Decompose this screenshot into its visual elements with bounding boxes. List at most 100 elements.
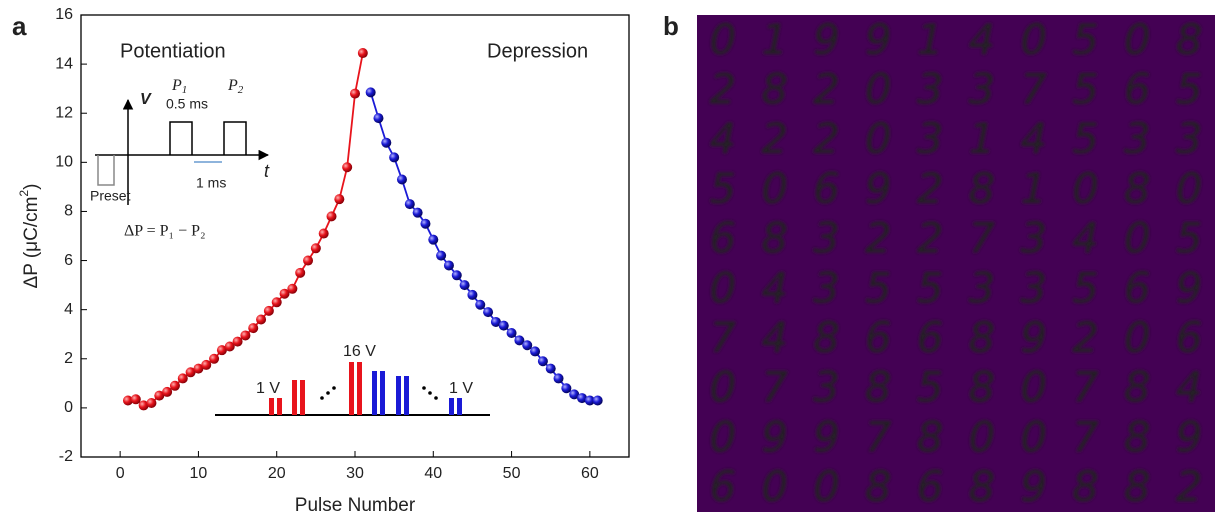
point [443, 260, 454, 271]
y-tick-label: 10 [55, 154, 73, 171]
point [483, 307, 494, 318]
point [553, 373, 564, 384]
digit: 0 [710, 263, 737, 312]
digit: 5 [1072, 263, 1099, 312]
digit: 4 [761, 263, 788, 312]
digit: 3 [917, 65, 944, 114]
point [350, 88, 360, 99]
point [373, 113, 384, 124]
digit: 1 [1020, 164, 1047, 213]
point [459, 280, 470, 291]
y-label-end: ) [21, 184, 42, 190]
digit: 6 [813, 164, 840, 213]
dot [326, 391, 330, 395]
digit: 1 [917, 15, 944, 64]
digit: 3 [1124, 114, 1151, 163]
y-label-sup: 2 [17, 190, 31, 197]
grid-background [697, 15, 1215, 512]
y-tick-label: 2 [64, 350, 73, 367]
y-tick-label: 4 [64, 301, 73, 318]
p1: P [171, 77, 182, 94]
digit: 6 [865, 313, 892, 362]
point [185, 367, 196, 378]
train-bar [269, 398, 274, 415]
y-tick-label: 12 [55, 104, 73, 121]
point [303, 255, 314, 266]
y-tick-label: -2 [59, 448, 73, 465]
digit: 1 [969, 114, 996, 163]
digit: 5 [1176, 65, 1203, 114]
point [256, 314, 267, 325]
point [404, 199, 415, 210]
point [490, 316, 501, 327]
inset-label: 0.5 ms [166, 96, 208, 112]
digit: 2 [1176, 462, 1203, 511]
digit: 8 [865, 462, 892, 511]
dot [332, 386, 336, 390]
digit: 7 [710, 313, 737, 362]
digit: 7 [1072, 412, 1099, 461]
digit: 5 [710, 164, 737, 213]
digit: 3 [917, 114, 944, 163]
digit: 6 [917, 313, 944, 362]
point [467, 289, 478, 300]
digit: 2 [1072, 313, 1099, 362]
train-bar [404, 376, 409, 415]
train-bar [380, 371, 385, 415]
point [318, 228, 329, 239]
digit: 1 [761, 15, 788, 64]
digit: 0 [969, 412, 996, 461]
digit: 8 [1124, 363, 1151, 412]
digit: 4 [761, 313, 788, 362]
point [248, 323, 259, 334]
plot-frame [80, 14, 630, 458]
point [232, 336, 243, 347]
digit: 0 [1020, 15, 1047, 64]
train-bar [300, 380, 305, 415]
y-tick-label: 0 [64, 399, 73, 416]
train-bar [396, 376, 401, 415]
point [193, 363, 204, 374]
digit: 3 [813, 263, 840, 312]
inset-pulse: V t P1 P2 0.5 ms 1 ms Preset ΔP = P₁ − P… [90, 77, 270, 240]
point [216, 345, 227, 356]
point [146, 397, 157, 408]
digit: 5 [1072, 15, 1099, 64]
digit: 4 [710, 114, 737, 163]
point [498, 320, 509, 331]
digit: 8 [1124, 412, 1151, 461]
p2: P [227, 77, 238, 94]
point [577, 393, 588, 404]
digit: 8 [969, 363, 996, 412]
digit: 0 [865, 114, 892, 163]
train-bar [457, 398, 462, 415]
digit: 6 [710, 462, 737, 511]
x-tick-label: 20 [268, 465, 286, 482]
digit: 9 [1020, 462, 1047, 511]
plot-a: 0 10 20 30 40 50 60-20246810121416Potentiation… [55, 6, 603, 482]
digit: 8 [1124, 462, 1151, 511]
point [224, 341, 235, 352]
digit: 2 [761, 114, 788, 163]
digit: 9 [1176, 412, 1203, 461]
point [177, 373, 188, 384]
preset-pulse [97, 155, 115, 186]
point [389, 152, 400, 163]
point [310, 243, 321, 254]
point [545, 363, 556, 374]
point [122, 395, 133, 406]
point [506, 327, 517, 338]
x-tick-label: 40 [424, 465, 442, 482]
digit: 8 [969, 164, 996, 213]
digit: 8 [761, 65, 788, 114]
train-bar [372, 371, 377, 415]
x-tick-label: 0 [116, 465, 125, 482]
digit: 0 [1072, 164, 1099, 213]
train-label: 1 V [256, 380, 280, 397]
point [420, 218, 431, 229]
point [342, 162, 353, 173]
digit: 7 [1020, 65, 1047, 114]
digit: 4 [1072, 214, 1099, 263]
y-tick-label: 6 [64, 252, 73, 269]
